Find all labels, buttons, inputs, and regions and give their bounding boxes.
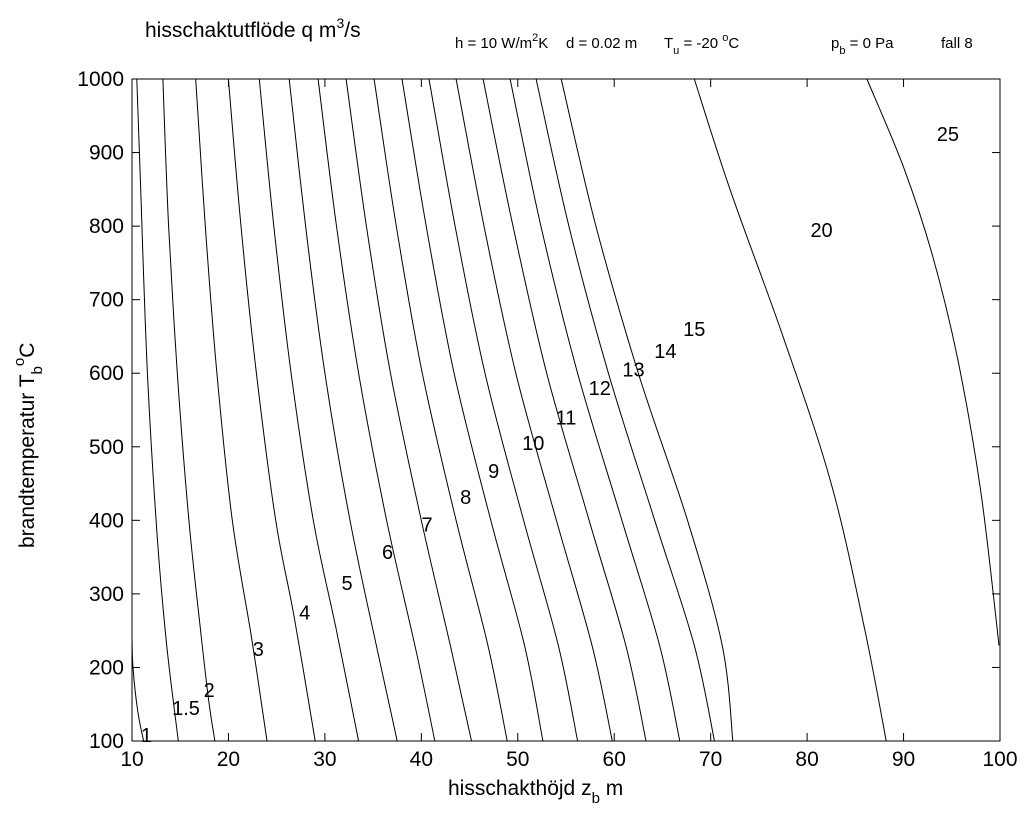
contour-label-2: 2 <box>204 680 215 702</box>
contour-line-9 <box>373 78 508 742</box>
y-tick-label: 800 <box>89 215 124 238</box>
contour-label-12: 12 <box>589 378 611 400</box>
contour-line-20 <box>693 78 887 742</box>
x-tick-label: 90 <box>892 748 915 771</box>
x-tick-label: 30 <box>313 748 336 771</box>
contour-line-3 <box>195 78 268 742</box>
contour-label-20: 20 <box>810 220 832 242</box>
contour-label-14: 14 <box>654 341 676 363</box>
contour-line-25 <box>866 78 1000 646</box>
x-tick-label: 80 <box>795 748 818 771</box>
contour-label-11: 11 <box>556 407 577 429</box>
contour-label-5: 5 <box>342 573 353 595</box>
y-tick-label: 500 <box>89 436 124 459</box>
contour-label-1: 1 <box>141 725 152 747</box>
contour-label-8: 8 <box>460 487 471 509</box>
contour-lines <box>131 78 1000 742</box>
contour-line-10 <box>401 78 544 742</box>
contour-label-4: 4 <box>299 602 310 624</box>
x-tick-label: 40 <box>410 748 433 771</box>
y-axis-label: brandtemperatur TboC <box>11 343 46 548</box>
x-axis-label: hisschakthöjd zb m <box>448 777 623 807</box>
contour-label-7: 7 <box>422 515 433 537</box>
x-tick-label: 70 <box>699 748 722 771</box>
y-tick-label: 1000 <box>77 68 124 91</box>
axis-ticks: 10 20 30 40 50 60 70 80 90 100 100 200 300 400 500 600 7… <box>77 68 1017 771</box>
x-tick-label: 50 <box>506 748 529 771</box>
contour-label-25: 25 <box>937 124 959 146</box>
contour-line-1.5 <box>136 78 179 742</box>
x-tick-label: 60 <box>603 748 626 771</box>
contour-line-16 <box>560 78 734 742</box>
contour-line-2 <box>162 78 216 742</box>
contour-line-1 <box>131 637 145 742</box>
y-tick-label: 100 <box>89 730 124 753</box>
y-tick-label: 200 <box>89 656 124 679</box>
plot-frame <box>131 78 1001 742</box>
contour-label-3: 3 <box>253 639 264 661</box>
contour-line-7 <box>317 78 436 742</box>
contour-line-4 <box>227 78 316 742</box>
contour-line-5 <box>258 78 360 742</box>
y-tick-label: 900 <box>89 142 124 165</box>
chart-title: hisschaktutflöde q m3/s <box>145 15 361 42</box>
contour-label-15: 15 <box>683 319 705 341</box>
x-tick-label: 100 <box>982 748 1017 771</box>
contour-label-13: 13 <box>622 360 644 382</box>
contour-labels: 1 1.52 3 4 5 6 7 89 10 11 12 13 14 15 20 25 <box>141 124 959 747</box>
y-tick-label: 600 <box>89 362 124 385</box>
y-tick-label: 700 <box>89 289 124 312</box>
contour-line-12 <box>455 78 613 742</box>
x-tick-label: 20 <box>217 748 240 771</box>
chart-parameters: h = 10 W/m2K d = 0.02 m Tu = -20 oC pb =… <box>455 32 973 57</box>
y-tick-label: 400 <box>89 509 124 532</box>
y-tick-label: 300 <box>89 583 124 606</box>
contour-label-6: 6 <box>382 542 393 564</box>
contour-line-14 <box>509 78 681 742</box>
x-tick-label: 10 <box>120 748 143 771</box>
contour-line-15 <box>535 78 715 742</box>
contour-label-10: 10 <box>522 433 544 455</box>
contour-line-8 <box>345 78 472 742</box>
contour-label-9: 9 <box>488 461 499 483</box>
contour-line-11 <box>428 78 579 742</box>
contour-label-1.5: 1.5 <box>172 698 200 720</box>
contour-line-13 <box>482 78 647 742</box>
contour-line-6 <box>288 78 398 742</box>
